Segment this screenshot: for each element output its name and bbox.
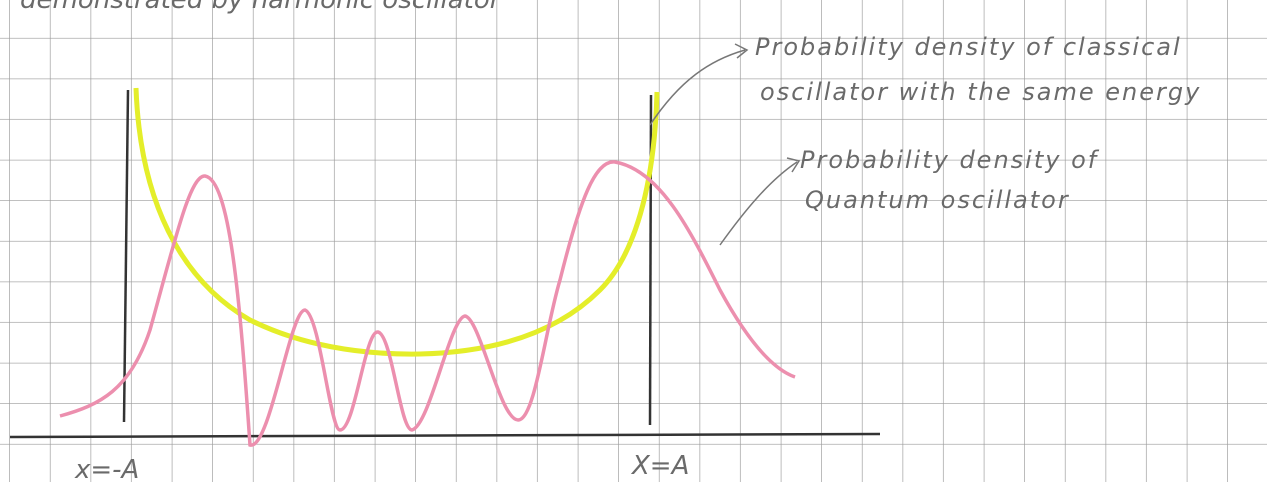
quantum-label-2: Quantum oscillator — [805, 186, 1070, 214]
quantum-label-1: Probability density of — [800, 146, 1100, 174]
page: demonstrated by harmonic oscillator Prob… — [0, 0, 1267, 482]
sketch: demonstrated by harmonic oscillator Prob… — [0, 0, 1267, 482]
right-label: X=A — [630, 451, 689, 481]
classical-label-2: oscillator with the same energy — [760, 78, 1201, 106]
heading: demonstrated by harmonic oscillator — [20, 0, 503, 15]
left-label: x=-A — [74, 455, 139, 482]
classical-label-1: Probability density of classical — [755, 33, 1182, 61]
right-boundary — [650, 95, 651, 425]
